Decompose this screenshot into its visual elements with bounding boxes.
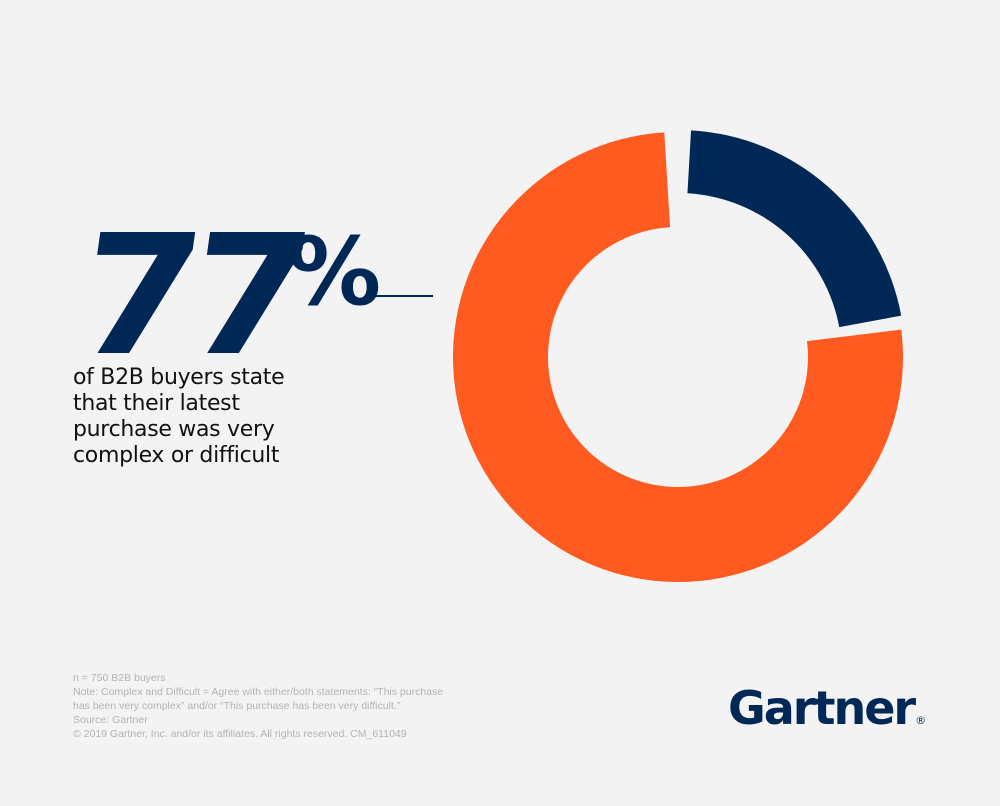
donut-segment-not-complex bbox=[687, 130, 902, 328]
registered-mark: ® bbox=[915, 714, 927, 727]
stat-percent-sign: % bbox=[287, 218, 381, 327]
stat-description: of B2B buyers state that their latest pu… bbox=[73, 365, 373, 469]
headline-stat: 77% bbox=[66, 200, 381, 393]
description-line: of B2B buyers state bbox=[73, 365, 285, 390]
description-line: purchase was very bbox=[73, 417, 275, 442]
donut-segment-complex bbox=[452, 132, 903, 583]
footnote-source: Source: Gartner bbox=[73, 714, 148, 726]
connector-line bbox=[375, 295, 433, 297]
footnote-note: Note: Complex and Difficult = Agree with… bbox=[73, 686, 444, 698]
footnotes: n = 750 B2B buyers Note: Complex and Dif… bbox=[73, 671, 443, 741]
logo-text: Gartner bbox=[728, 681, 916, 735]
description-line: that their latest bbox=[73, 391, 240, 416]
description-line: complex or difficult bbox=[73, 443, 280, 468]
gartner-logo: Gartner® bbox=[728, 685, 926, 731]
footnote-sample-size: n = 750 B2B buyers bbox=[73, 672, 166, 684]
footnote-copyright: © 2019 Gartner, Inc. and/or its affiliat… bbox=[73, 728, 407, 740]
footnote-note-cont: has been very complex” and/or “This purc… bbox=[73, 700, 401, 712]
